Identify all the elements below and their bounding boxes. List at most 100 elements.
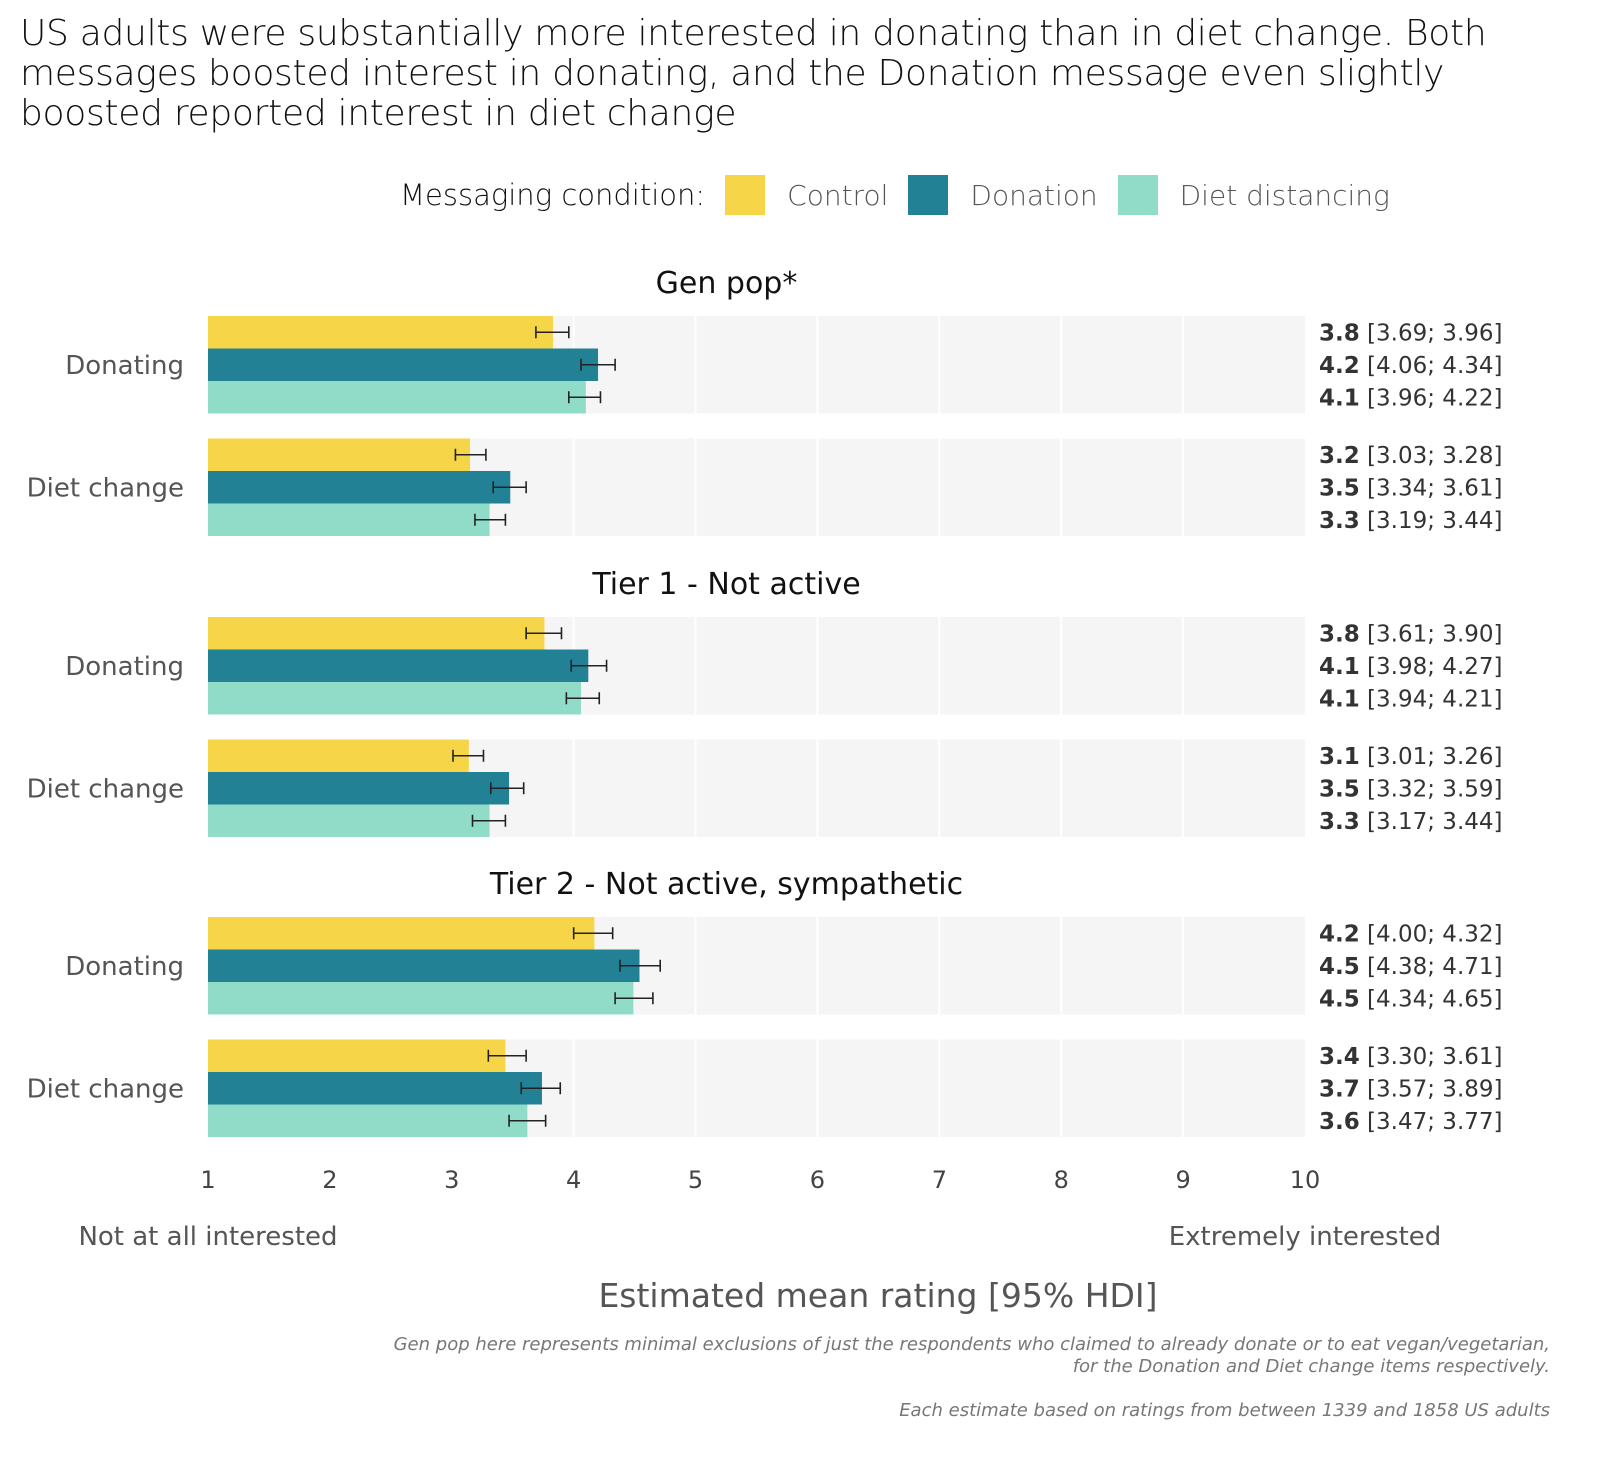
estimate-label: 3.7 [3.57; 3.89] bbox=[1319, 1076, 1503, 1102]
estimate-value: 4.5 bbox=[1319, 954, 1360, 980]
estimate-interval: [3.61; 3.90] bbox=[1360, 621, 1503, 647]
estimate-interval: [3.96; 4.22] bbox=[1360, 385, 1503, 411]
bar-control bbox=[208, 917, 595, 950]
estimate-label: 3.3 [3.17; 3.44] bbox=[1319, 809, 1503, 835]
estimate-interval: [3.69; 3.96] bbox=[1360, 320, 1503, 346]
group-label: Donating bbox=[65, 952, 184, 982]
bar-control bbox=[208, 617, 545, 650]
estimate-interval: [3.47; 3.77] bbox=[1360, 1109, 1503, 1135]
estimate-label: 4.2 [4.00; 4.32] bbox=[1319, 921, 1503, 947]
estimate-value: 3.5 bbox=[1319, 475, 1360, 501]
bar-donation bbox=[208, 949, 640, 982]
bar-donation bbox=[208, 1072, 542, 1105]
x-tick-label: 1 bbox=[200, 1166, 215, 1194]
x-anchor-high: Extremely interested bbox=[1169, 1222, 1442, 1252]
estimate-value: 3.1 bbox=[1319, 744, 1360, 770]
caption-line-1: Gen pop here represents minimal exclusio… bbox=[394, 1334, 1550, 1355]
group-label: Diet change bbox=[27, 473, 184, 503]
estimate-label: 3.8 [3.69; 3.96] bbox=[1319, 320, 1503, 346]
estimate-value: 3.4 bbox=[1319, 1044, 1360, 1070]
group-label: Diet change bbox=[27, 774, 184, 804]
caption-line-3: Each estimate based on ratings from betw… bbox=[899, 1400, 1550, 1421]
estimate-label: 3.5 [3.34; 3.61] bbox=[1319, 475, 1503, 501]
estimate-value: 3.2 bbox=[1319, 443, 1360, 469]
estimate-label: 4.1 [3.98; 4.27] bbox=[1319, 654, 1503, 680]
group-label: Donating bbox=[65, 351, 184, 381]
estimate-label: 4.2 [4.06; 4.34] bbox=[1319, 353, 1503, 379]
bar-control bbox=[208, 316, 553, 349]
x-tick-label: 6 bbox=[810, 1166, 825, 1194]
estimate-label: 3.4 [3.30; 3.61] bbox=[1319, 1044, 1503, 1070]
estimate-label: 3.2 [3.03; 3.28] bbox=[1319, 443, 1503, 469]
estimate-interval: [4.34; 4.65] bbox=[1360, 986, 1503, 1012]
estimate-label: 4.5 [4.34; 4.65] bbox=[1319, 986, 1503, 1012]
estimate-value: 3.5 bbox=[1319, 776, 1360, 802]
legend: Messaging condition: Control Donation Di… bbox=[400, 172, 1410, 218]
estimate-label: 3.8 [3.61; 3.90] bbox=[1319, 621, 1503, 647]
bar-donation bbox=[208, 348, 599, 381]
x-anchor-low: Not at all interested bbox=[78, 1222, 337, 1252]
legend-label-control: Control bbox=[787, 178, 889, 212]
estimate-value: 3.8 bbox=[1319, 320, 1360, 346]
bar-donation bbox=[208, 772, 510, 805]
x-tick-label: 9 bbox=[1175, 1166, 1190, 1194]
x-tick-label: 5 bbox=[688, 1166, 703, 1194]
estimate-value: 4.2 bbox=[1319, 921, 1360, 947]
estimate-interval: [3.94; 4.21] bbox=[1360, 686, 1503, 712]
x-tick-label: 7 bbox=[932, 1166, 947, 1194]
bar-control bbox=[208, 438, 471, 471]
caption-line-2: for the Donation and Diet change items r… bbox=[1073, 1356, 1550, 1377]
legend-swatch-donation bbox=[908, 175, 949, 215]
bar-control bbox=[208, 1039, 506, 1072]
facet-title: Tier 1 - Not active bbox=[591, 567, 860, 602]
estimate-interval: [3.30; 3.61] bbox=[1360, 1044, 1503, 1070]
facet-title: Gen pop* bbox=[656, 266, 798, 301]
estimate-value: 3.6 bbox=[1319, 1109, 1360, 1135]
legend-swatch-control bbox=[725, 175, 766, 215]
estimate-interval: [3.57; 3.89] bbox=[1360, 1076, 1503, 1102]
legend-item-donation: Donation bbox=[908, 175, 1098, 215]
estimate-label: 4.5 [4.38; 4.71] bbox=[1319, 954, 1503, 980]
estimate-label: 4.1 [3.94; 4.21] bbox=[1319, 686, 1503, 712]
estimate-interval: [4.00; 4.32] bbox=[1360, 921, 1503, 947]
legend-swatch-diet-distancing bbox=[1117, 175, 1158, 215]
x-tick-label: 10 bbox=[1290, 1166, 1321, 1194]
estimate-label: 3.1 [3.01; 3.26] bbox=[1319, 744, 1503, 770]
estimate-label: 3.6 [3.47; 3.77] bbox=[1319, 1109, 1503, 1135]
estimate-value: 4.1 bbox=[1319, 385, 1360, 411]
estimate-interval: [3.34; 3.61] bbox=[1360, 475, 1503, 501]
bar-donation bbox=[208, 649, 589, 682]
bar-diet-distancing bbox=[208, 804, 490, 837]
chart-title: US adults were substantially more intere… bbox=[20, 13, 1487, 134]
estimate-value: 3.3 bbox=[1319, 809, 1360, 835]
estimate-value: 3.3 bbox=[1319, 508, 1360, 534]
estimate-value: 3.7 bbox=[1319, 1076, 1360, 1102]
group-label: Donating bbox=[65, 652, 184, 682]
bar-diet-distancing bbox=[208, 682, 581, 715]
estimate-interval: [3.01; 3.26] bbox=[1360, 744, 1503, 770]
estimate-interval: [3.32; 3.59] bbox=[1360, 776, 1503, 802]
estimate-value: 4.1 bbox=[1319, 686, 1360, 712]
facet-title: Tier 2 - Not active, sympathetic bbox=[489, 867, 963, 902]
bar-diet-distancing bbox=[208, 982, 634, 1015]
estimate-interval: [3.19; 3.44] bbox=[1360, 508, 1503, 534]
bar-donation bbox=[208, 471, 511, 504]
x-tick-label: 4 bbox=[566, 1166, 581, 1194]
estimate-value: 4.5 bbox=[1319, 986, 1360, 1012]
estimate-interval: [3.98; 4.27] bbox=[1360, 654, 1503, 680]
legend-item-diet-distancing: Diet distancing bbox=[1117, 175, 1390, 215]
bar-diet-distancing bbox=[208, 503, 490, 536]
estimate-label: 3.5 [3.32; 3.59] bbox=[1319, 776, 1503, 802]
x-axis-title: Estimated mean rating [95% HDI] bbox=[598, 1276, 1157, 1315]
estimate-value: 4.1 bbox=[1319, 654, 1360, 680]
legend-label-diet-distancing: Diet distancing bbox=[1179, 178, 1390, 212]
estimate-interval: [3.03; 3.28] bbox=[1360, 443, 1503, 469]
estimate-interval: [4.38; 4.71] bbox=[1360, 954, 1503, 980]
x-tick-label: 2 bbox=[322, 1166, 337, 1194]
x-tick-label: 8 bbox=[1054, 1166, 1069, 1194]
bar-control bbox=[208, 739, 469, 772]
legend-label-donation: Donation bbox=[970, 178, 1098, 212]
estimate-label: 4.1 [3.96; 4.22] bbox=[1319, 385, 1503, 411]
legend-title: Messaging condition: bbox=[400, 178, 706, 212]
